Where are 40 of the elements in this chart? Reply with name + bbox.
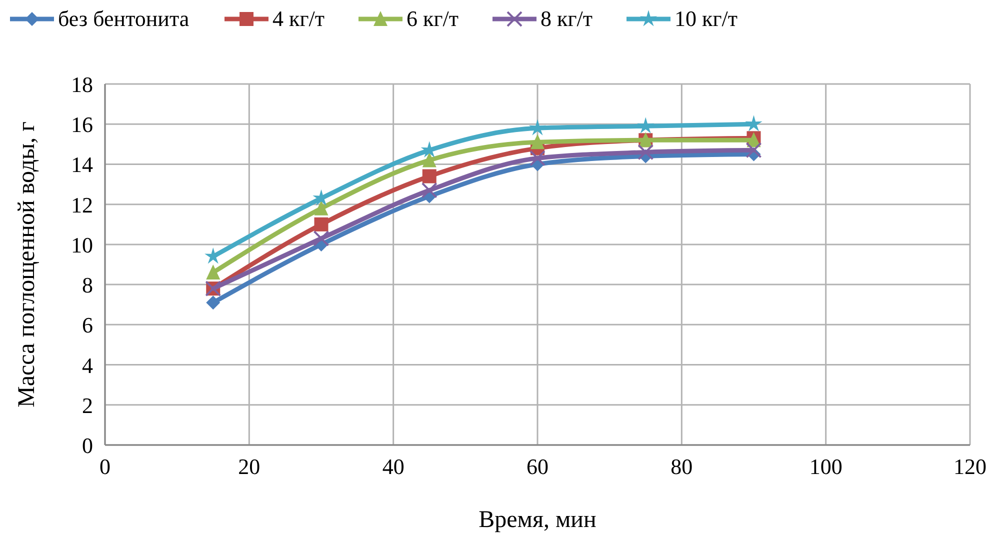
point xyxy=(313,230,330,246)
x-tick-label: 0 xyxy=(100,454,110,479)
x-tick-label: 20 xyxy=(238,454,260,479)
x-tick-label: 100 xyxy=(809,454,842,479)
y-tick-label: 6 xyxy=(82,312,93,338)
y-tick-label: 8 xyxy=(82,272,93,298)
point xyxy=(206,296,220,310)
y-tick-label: 10 xyxy=(71,232,93,258)
y-tick-label: 0 xyxy=(82,433,93,458)
y-tick-label: 14 xyxy=(71,152,93,178)
point xyxy=(530,150,546,166)
legend-label: 4 кг/т xyxy=(272,6,325,31)
point xyxy=(745,115,762,132)
y-tick-label: 2 xyxy=(82,392,93,418)
x-tick-label: 120 xyxy=(954,454,986,479)
x-tick-label: 40 xyxy=(382,454,404,479)
legend-label: 8 кг/т xyxy=(540,6,593,31)
x-tick-label: 80 xyxy=(670,454,693,479)
y-tick-label: 12 xyxy=(71,192,93,218)
y-tick-label: 16 xyxy=(71,112,93,138)
point xyxy=(314,200,328,216)
point xyxy=(638,144,654,160)
x-axis-title: Время, мин xyxy=(478,507,597,533)
point xyxy=(422,152,436,168)
y-axis-title: Масса поглощенной воды, г xyxy=(14,121,40,408)
y-tick-label: 4 xyxy=(82,352,93,378)
x-tick-label: 60 xyxy=(526,454,548,479)
legend-label: без бентонита xyxy=(58,6,190,31)
point xyxy=(421,182,438,198)
point xyxy=(206,264,220,280)
legend-label: 10 кг/т xyxy=(674,6,738,31)
point xyxy=(422,169,436,184)
point xyxy=(204,247,222,264)
point xyxy=(746,142,762,158)
y-tick-label: 18 xyxy=(71,72,93,97)
point xyxy=(530,134,544,150)
point xyxy=(314,217,328,232)
point xyxy=(637,117,654,134)
legend-label: 6 кг/т xyxy=(406,6,459,31)
point xyxy=(528,119,546,136)
